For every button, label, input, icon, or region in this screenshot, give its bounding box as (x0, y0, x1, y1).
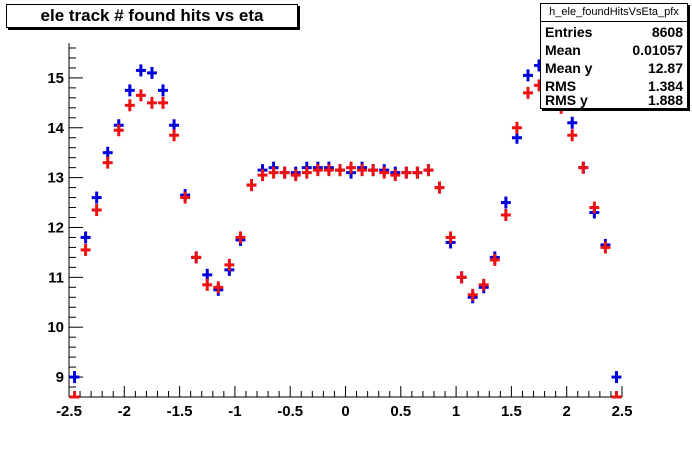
data-point (180, 191, 191, 204)
data-point (467, 288, 478, 301)
data-point (146, 66, 157, 79)
stats-row-rms: RMS 1.384 (545, 78, 683, 96)
stats-label: Entries (545, 24, 593, 40)
data-point (611, 371, 622, 384)
data-point (567, 129, 578, 142)
data-point (80, 231, 91, 244)
data-point (191, 251, 202, 264)
data-point (357, 164, 368, 177)
stats-value: 1.888 (647, 92, 683, 108)
data-point (600, 241, 611, 254)
data-point (124, 99, 135, 112)
data-point (158, 96, 168, 109)
x-tick-label: 0.5 (390, 403, 411, 420)
x-tick-label: -1.5 (167, 403, 193, 420)
data-point (169, 129, 180, 142)
data-point (246, 179, 257, 192)
stats-label: Mean y (545, 60, 593, 76)
data-point (445, 231, 456, 244)
data-point (80, 243, 91, 256)
data-point (478, 278, 489, 291)
data-point (268, 166, 279, 179)
data-point (611, 391, 622, 399)
data-point (401, 166, 412, 179)
data-point (312, 164, 323, 177)
data-point (523, 69, 533, 82)
x-tick-label: 1.5 (501, 403, 522, 420)
data-point (135, 89, 146, 102)
data-point (135, 64, 146, 77)
y-tick-label: 15 (47, 70, 64, 87)
data-point (257, 169, 268, 182)
data-point (91, 191, 102, 204)
data-point (124, 84, 135, 97)
x-tick-label: -0.5 (277, 403, 303, 420)
x-tick-label: 2.5 (612, 403, 633, 420)
data-point (235, 231, 246, 244)
data-point (567, 116, 578, 129)
stats-label: RMS y (545, 92, 588, 108)
data-point (113, 124, 124, 137)
data-point (158, 84, 168, 97)
chart-title: ele track # found hits vs eta (40, 6, 264, 25)
data-point (146, 96, 157, 109)
data-point (578, 161, 589, 174)
y-tick-label: 9 (56, 369, 64, 386)
data-point (434, 181, 445, 194)
stats-row-mean: Mean 0.01057 (545, 42, 683, 60)
data-point (368, 164, 379, 177)
stats-label: Mean (545, 42, 581, 58)
stats-row-mean-y: Mean y 12.87 (545, 60, 683, 78)
x-tick-label: 2 (563, 403, 571, 420)
data-point (489, 253, 500, 266)
data-point (412, 166, 423, 179)
y-tick-label: 12 (47, 219, 64, 236)
stats-histogram-name: h_ele_foundHitsVsEta_pfx (541, 4, 687, 22)
data-point (279, 166, 290, 179)
data-point (511, 121, 522, 134)
stats-value: 12.87 (647, 60, 683, 76)
data-point (423, 164, 434, 177)
data-point (346, 161, 357, 174)
data-point (379, 166, 390, 179)
x-tick-label: -2 (118, 403, 131, 420)
x-tick-label: 1 (452, 403, 460, 420)
stats-row-entries: Entries 8608 (545, 24, 683, 42)
chart-title-box: ele track # found hits vs eta (6, 4, 298, 28)
y-tick-label: 11 (48, 269, 64, 286)
data-point (91, 204, 102, 217)
stats-value: 8608 (651, 24, 683, 40)
data-point (500, 196, 511, 209)
y-tick-label: 10 (47, 319, 64, 336)
data-point (390, 169, 401, 182)
x-tick-label: -1 (228, 403, 241, 420)
data-point (213, 281, 224, 294)
data-point (456, 271, 467, 284)
y-tick-label: 14 (47, 120, 64, 137)
stats-box: h_ele_foundHitsVsEta_pfx Entries 8608 Me… (540, 3, 688, 109)
y-tick-label: 13 (47, 170, 64, 187)
data-point (334, 164, 345, 177)
data-point (323, 164, 334, 177)
x-tick-label: -2.5 (56, 403, 82, 420)
stats-value: 0.01057 (632, 42, 683, 58)
data-point (69, 371, 80, 384)
data-point (500, 209, 511, 222)
stats-label: RMS (545, 78, 577, 94)
stats-value: 1.384 (647, 78, 683, 94)
data-point (301, 166, 312, 179)
data-point (523, 86, 533, 99)
data-point (290, 169, 301, 182)
x-tick-label: 0 (341, 403, 349, 420)
data-point (202, 278, 213, 291)
stats-row-rms-y: RMS y 1.888 (545, 92, 683, 110)
data-point (69, 391, 80, 399)
data-point (102, 156, 113, 169)
data-point (224, 258, 235, 271)
data-point (589, 201, 600, 214)
